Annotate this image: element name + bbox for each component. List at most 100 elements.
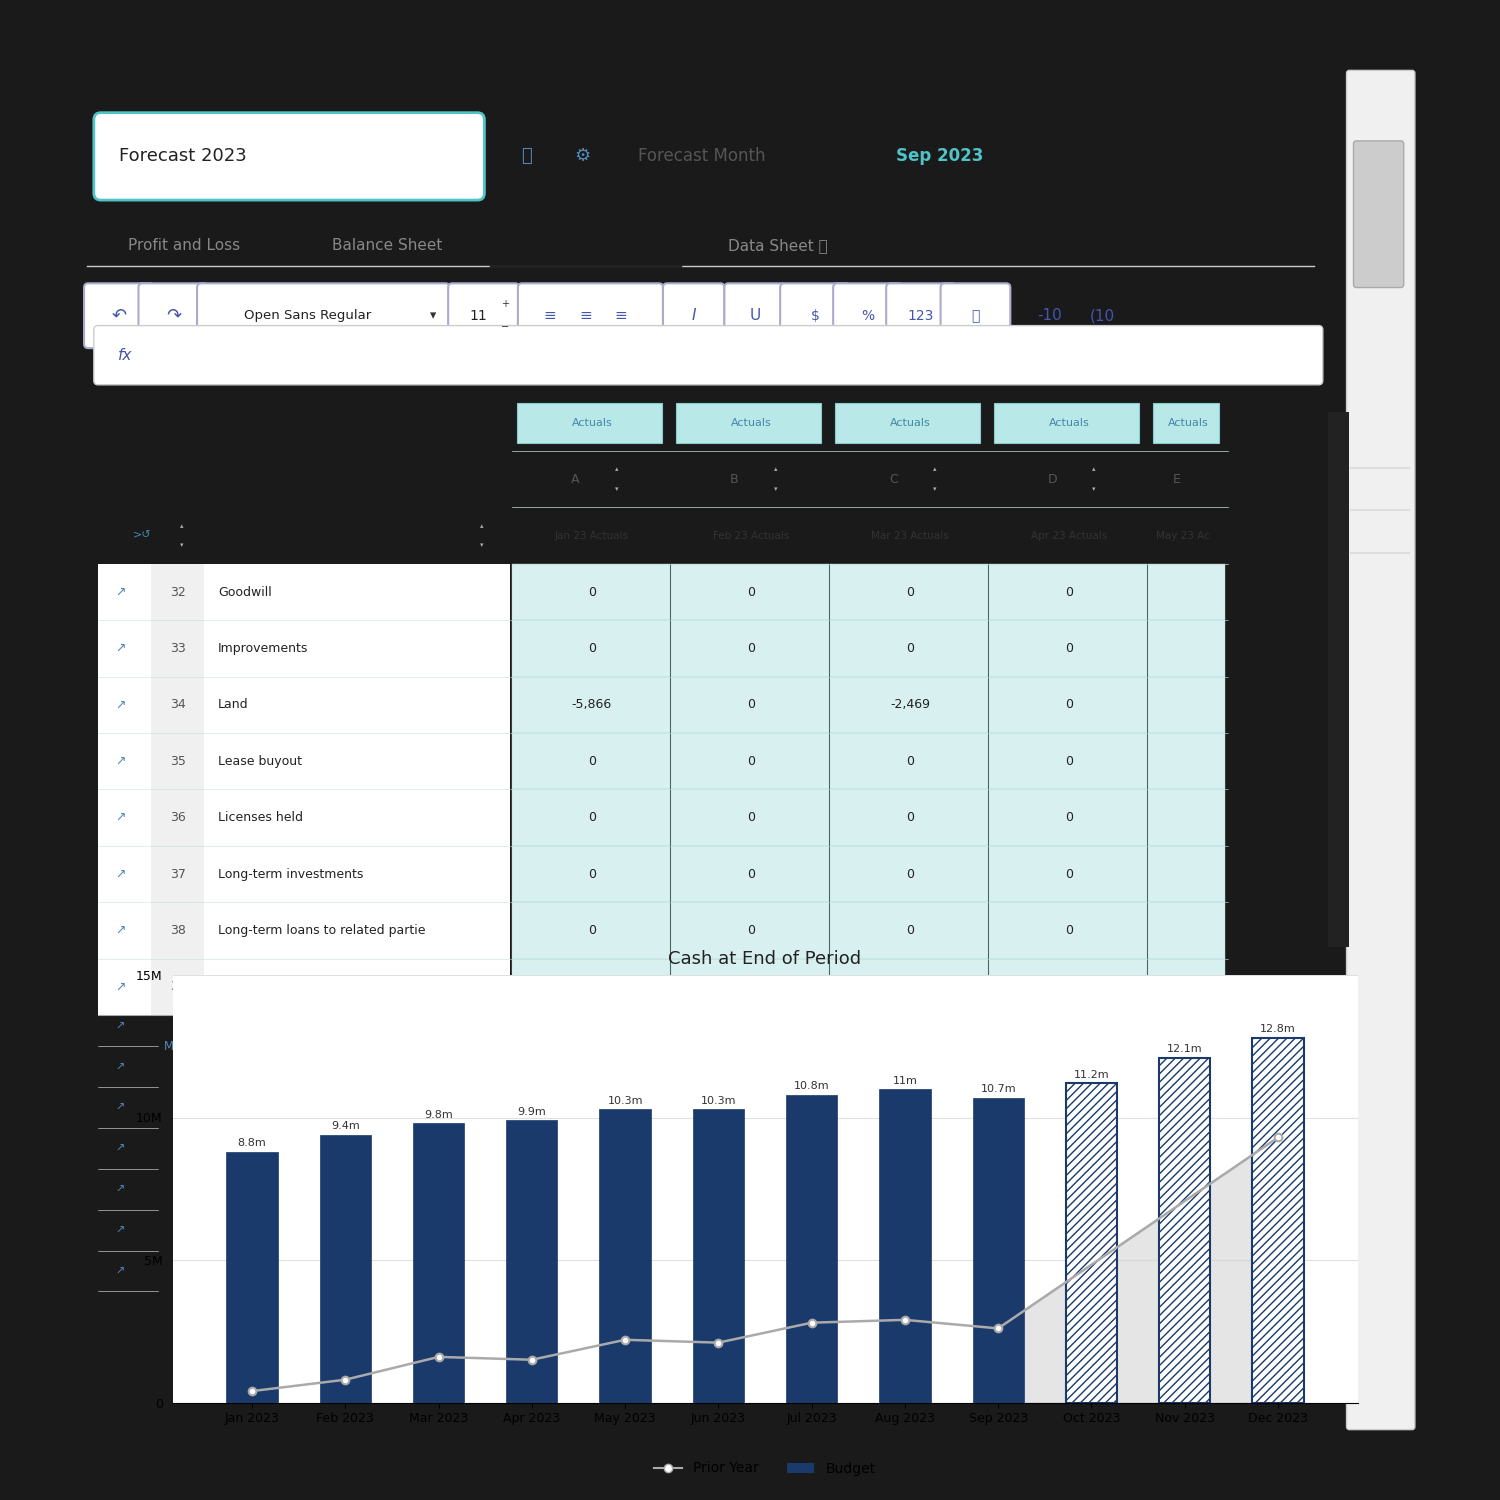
Text: Long-term loans to related partie: Long-term loans to related partie bbox=[217, 924, 426, 938]
Text: Long-term investments: Long-term investments bbox=[217, 867, 363, 880]
Bar bbox=[831, 564, 989, 621]
Text: 0: 0 bbox=[1065, 924, 1072, 938]
Text: ↗: ↗ bbox=[116, 1226, 124, 1236]
Text: 37: 37 bbox=[170, 867, 186, 880]
Text: 0: 0 bbox=[906, 585, 914, 598]
Text: Profit and Loss: Profit and Loss bbox=[129, 237, 240, 252]
Text: ▾: ▾ bbox=[933, 486, 938, 492]
Text: 0: 0 bbox=[1065, 699, 1072, 711]
Bar bbox=[98, 564, 510, 621]
Text: 0: 0 bbox=[588, 642, 596, 656]
Text: ↗: ↗ bbox=[116, 924, 126, 938]
Text: 0: 0 bbox=[1065, 812, 1072, 824]
Bar bbox=[513, 958, 670, 1016]
Text: I: I bbox=[692, 308, 696, 322]
Bar bbox=[320, 1134, 370, 1402]
Text: 0: 0 bbox=[906, 642, 914, 656]
FancyBboxPatch shape bbox=[1353, 141, 1404, 288]
Text: fx: fx bbox=[117, 348, 132, 363]
Text: 10.7m: 10.7m bbox=[981, 1084, 1016, 1094]
Title: Cash at End of Period: Cash at End of Period bbox=[669, 950, 861, 968]
Text: 0: 0 bbox=[588, 585, 596, 598]
Text: 0: 0 bbox=[747, 642, 754, 656]
Text: 8.8m: 8.8m bbox=[237, 1138, 267, 1149]
FancyBboxPatch shape bbox=[663, 284, 724, 348]
Text: ↗: ↗ bbox=[116, 699, 126, 711]
Text: 11m: 11m bbox=[892, 1076, 918, 1086]
Text: ↗: ↗ bbox=[116, 1185, 124, 1196]
Bar bbox=[1252, 1038, 1304, 1403]
Text: May 23 Ac: May 23 Ac bbox=[1156, 531, 1210, 540]
Text: 0: 0 bbox=[906, 754, 914, 768]
Text: ↗: ↗ bbox=[116, 585, 126, 598]
Text: ≡: ≡ bbox=[543, 308, 556, 322]
Bar bbox=[993, 404, 1138, 442]
Bar bbox=[152, 958, 204, 1016]
Bar bbox=[990, 621, 1148, 676]
Bar bbox=[152, 676, 204, 734]
Text: 33: 33 bbox=[170, 642, 186, 656]
Bar bbox=[98, 789, 510, 846]
Text: Goodwill: Goodwill bbox=[217, 585, 272, 598]
Text: -10: -10 bbox=[1036, 308, 1062, 322]
Text: Preview: Preview bbox=[176, 1377, 244, 1392]
Text: Sep 2023: Sep 2023 bbox=[896, 147, 984, 165]
Text: 35: 35 bbox=[170, 754, 186, 768]
Bar bbox=[672, 564, 830, 621]
Text: ↗: ↗ bbox=[116, 867, 126, 880]
Text: 12.1m: 12.1m bbox=[1167, 1044, 1203, 1054]
Text: ↗: ↗ bbox=[116, 981, 126, 993]
Text: Lease buyout: Lease buyout bbox=[217, 754, 302, 768]
Text: Min: 498,061   Max: 8,378,188   Avg: 3,315,025   Total: 39,780,297: Min: 498,061 Max: 8,378,188 Avg: 3,315,0… bbox=[164, 1040, 558, 1053]
Bar bbox=[672, 734, 830, 789]
Bar bbox=[672, 621, 830, 676]
Bar bbox=[1149, 958, 1226, 1016]
FancyBboxPatch shape bbox=[724, 284, 786, 348]
Bar bbox=[990, 564, 1148, 621]
Bar bbox=[600, 1108, 651, 1402]
FancyBboxPatch shape bbox=[448, 284, 519, 348]
Text: -2,469: -2,469 bbox=[890, 699, 930, 711]
FancyBboxPatch shape bbox=[940, 284, 1011, 348]
Bar bbox=[98, 676, 510, 734]
Text: ▾: ▾ bbox=[429, 309, 436, 322]
Text: (10: (10 bbox=[1090, 308, 1114, 322]
Bar bbox=[990, 789, 1148, 846]
Text: 0: 0 bbox=[588, 924, 596, 938]
Text: ↗: ↗ bbox=[116, 642, 126, 656]
Bar bbox=[1066, 1083, 1118, 1402]
Text: >↺: >↺ bbox=[134, 531, 152, 540]
Bar bbox=[1149, 903, 1226, 958]
Text: 0: 0 bbox=[588, 867, 596, 880]
Text: Forecast Month: Forecast Month bbox=[638, 147, 765, 165]
Text: Balance Sheet: Balance Sheet bbox=[332, 237, 442, 252]
FancyBboxPatch shape bbox=[833, 284, 903, 348]
FancyBboxPatch shape bbox=[105, 1342, 314, 1426]
Text: 0: 0 bbox=[1065, 867, 1072, 880]
Text: -5,684: -5,684 bbox=[730, 981, 771, 993]
Text: 0: 0 bbox=[906, 981, 914, 993]
Bar bbox=[1149, 564, 1226, 621]
Bar bbox=[879, 1089, 930, 1402]
Text: ▾: ▾ bbox=[180, 543, 183, 549]
Bar bbox=[98, 734, 510, 789]
Text: 0: 0 bbox=[747, 924, 754, 938]
FancyBboxPatch shape bbox=[780, 284, 850, 348]
Bar bbox=[990, 958, 1148, 1016]
Text: ▾: ▾ bbox=[774, 486, 777, 492]
Text: Actuals: Actuals bbox=[572, 419, 612, 428]
Text: ↗: ↗ bbox=[116, 1266, 124, 1276]
Bar bbox=[226, 1152, 278, 1402]
Text: 0: 0 bbox=[588, 812, 596, 824]
Text: 0: 0 bbox=[747, 812, 754, 824]
Text: +: + bbox=[501, 300, 510, 309]
Bar bbox=[98, 846, 510, 903]
Text: 11: 11 bbox=[470, 309, 488, 322]
Bar bbox=[831, 734, 989, 789]
Bar bbox=[672, 789, 830, 846]
Text: ▴: ▴ bbox=[180, 524, 183, 530]
Text: Actuals: Actuals bbox=[730, 419, 771, 428]
Text: Open Sans Regular: Open Sans Regular bbox=[243, 309, 370, 322]
Bar bbox=[672, 958, 830, 1016]
Text: ▴: ▴ bbox=[480, 524, 483, 530]
